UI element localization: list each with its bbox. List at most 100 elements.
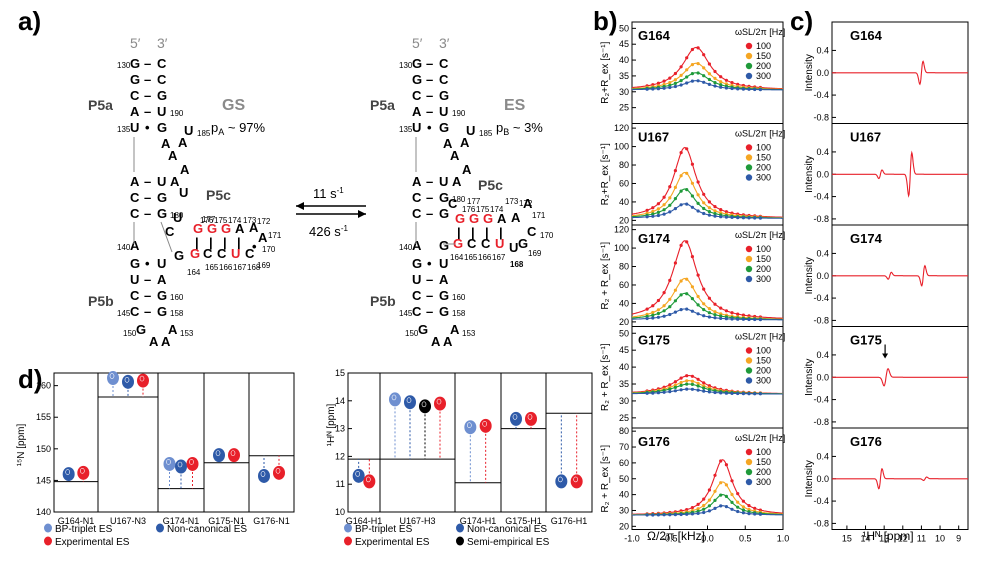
data-point <box>713 310 717 314</box>
data-point <box>741 508 746 512</box>
svg-text:|: | <box>499 225 503 240</box>
data-point <box>713 84 717 88</box>
svg-text:A: A <box>168 148 178 163</box>
data-point <box>668 383 672 387</box>
x-tick-label: 9 <box>956 534 961 544</box>
panel-b-ylabel: R₂+R_ex [s⁻¹] <box>600 41 611 103</box>
svg-text:G: G <box>157 88 167 103</box>
svg-text:A: A <box>497 211 507 226</box>
data-point <box>713 313 717 317</box>
residue-label: G175 <box>638 333 670 348</box>
y-tick-label: 35 <box>619 379 629 389</box>
svg-text:164: 164 <box>450 253 464 262</box>
svg-text:G: G <box>483 211 493 226</box>
legend-marker <box>44 523 52 533</box>
data-point <box>713 205 717 209</box>
svg-text:|: | <box>471 225 475 240</box>
legend-marker <box>745 448 753 456</box>
data-point <box>719 481 723 485</box>
panel-d-left-ylabel: ¹⁵N [ppm] <box>16 424 27 467</box>
p5b-label-es: P5b <box>370 293 396 309</box>
data-point <box>707 213 712 217</box>
panel-label-c: c) <box>790 6 813 36</box>
data-point <box>679 512 683 517</box>
data-point <box>651 87 655 91</box>
data-point <box>690 205 695 209</box>
data-point <box>730 500 734 504</box>
data-point <box>736 82 740 86</box>
data-point <box>741 511 746 515</box>
data-point <box>747 507 751 512</box>
svg-text:C: C <box>412 88 422 103</box>
svg-text:G: G <box>439 190 449 205</box>
data-point <box>719 306 723 310</box>
legend-marker <box>745 144 753 151</box>
category-label: G174-N1 <box>163 516 200 526</box>
svg-text:A: A <box>412 104 422 119</box>
p5c-label-es: P5c <box>478 177 503 193</box>
data-point <box>719 391 723 395</box>
panel-c-ylabel: Intensity <box>804 257 815 294</box>
svg-text:A: A <box>443 334 453 349</box>
ensemble-highlight <box>124 377 130 383</box>
data-point <box>662 86 666 90</box>
data-point <box>690 379 695 383</box>
legend-value: 100 <box>756 143 771 153</box>
svg-text:177: 177 <box>202 215 216 224</box>
data-point <box>747 511 751 516</box>
svg-text:•: • <box>427 256 432 271</box>
svg-text:U: U <box>412 120 421 135</box>
category-label: G175-H1 <box>505 516 542 526</box>
svg-text:130: 130 <box>117 61 131 70</box>
data-point <box>662 513 666 517</box>
ensemble-highlight <box>139 375 145 382</box>
data-point <box>656 207 661 211</box>
category-box <box>203 372 250 513</box>
data-point <box>679 380 683 385</box>
data-point <box>741 313 746 317</box>
data-point <box>730 86 734 91</box>
svg-text:166: 166 <box>478 253 492 262</box>
x-tick-label: 0.0 <box>701 534 714 544</box>
data-point <box>690 162 695 166</box>
data-point <box>685 277 689 281</box>
svg-text:A: A <box>412 174 422 189</box>
data-point <box>730 492 734 497</box>
arrow-marker-head <box>882 353 889 359</box>
data-point <box>690 255 695 259</box>
data-point <box>651 209 655 214</box>
svg-text:165: 165 <box>205 263 219 272</box>
svg-text:145: 145 <box>399 309 413 318</box>
spectrum-trace <box>832 264 968 287</box>
residue-label: G174 <box>638 231 671 246</box>
svg-text:A: A <box>258 230 268 245</box>
data-point <box>668 305 672 309</box>
legend-value: 200 <box>756 264 771 274</box>
data-point <box>730 311 734 315</box>
data-point <box>719 208 723 212</box>
svg-text:G: G <box>439 288 449 303</box>
data-point <box>673 513 678 517</box>
svg-text:169: 169 <box>528 249 542 258</box>
svg-text:A: A <box>249 220 259 235</box>
category-box <box>53 372 99 513</box>
data-point <box>753 512 757 516</box>
data-point <box>736 492 740 496</box>
data-point <box>753 506 757 510</box>
svg-text:A: A <box>130 238 140 253</box>
y-tick-label: 0.4 <box>816 350 829 360</box>
svg-text:–: – <box>426 56 433 71</box>
data-point <box>656 202 661 206</box>
legend-title: ωSL/2π [Hz] <box>735 230 785 240</box>
data-point <box>713 473 717 477</box>
legend-value: 100 <box>756 244 771 254</box>
legend-label: Semi-empirical ES <box>467 537 550 548</box>
y-tick-label: 11 <box>336 479 345 489</box>
data-point <box>702 314 706 318</box>
data-point <box>707 210 712 214</box>
legend-value: 100 <box>756 346 771 356</box>
legend-marker <box>344 523 352 533</box>
data-point <box>685 292 689 296</box>
legend-marker <box>745 154 753 161</box>
